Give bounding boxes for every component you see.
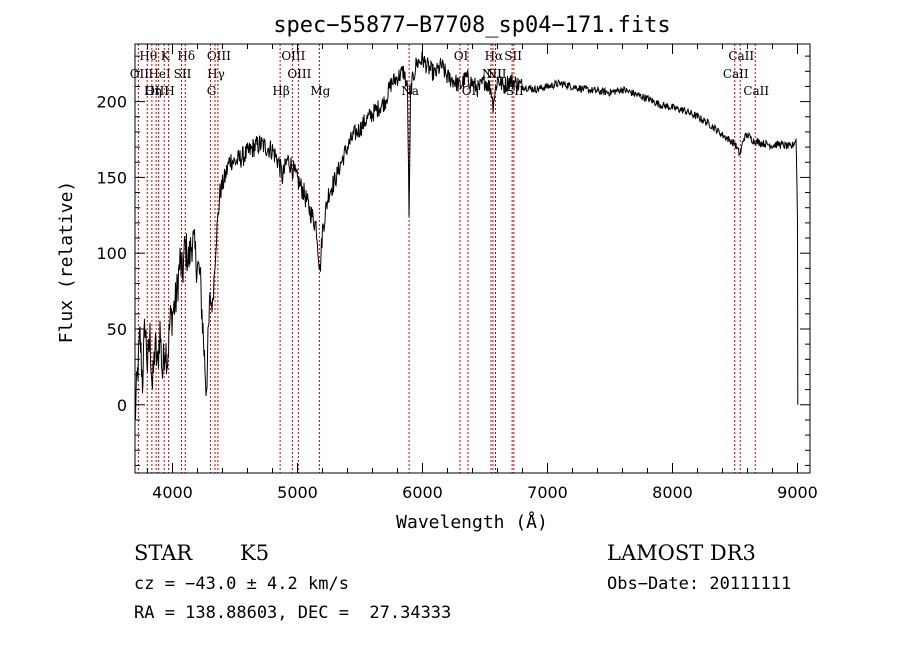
line-marker-label: CaII	[723, 67, 749, 81]
redshift-line: cz = −43.0 ± 4.2 km/s	[134, 574, 349, 594]
coordinates: RA = 138.88603, DEC = 27.34333	[134, 603, 452, 623]
obs-date: Obs−Date: 20111111	[607, 574, 792, 594]
x-tick-label: 6000	[402, 483, 443, 502]
y-tick-label: 50	[107, 320, 127, 339]
line-marker-label: Na	[401, 84, 419, 98]
line-marker-label: OIII	[281, 49, 305, 63]
line-marker-label: H	[164, 84, 174, 98]
y-tick-label: 200	[96, 93, 127, 112]
line-marker-label: OII	[130, 67, 150, 81]
x-tick-label: 9000	[777, 483, 818, 502]
axis-ticks	[135, 44, 810, 473]
line-marker-label: OI	[462, 84, 477, 98]
plot-frame	[134, 43, 811, 474]
line-marker-label: CaII	[743, 84, 769, 98]
spectrum-chart: spec−55877−B7708_sp04−171.fits Hθ K Hδ OIII…	[56, 13, 818, 533]
line-marker-label: SII	[504, 49, 522, 63]
line-marker-label: K	[161, 49, 171, 63]
y-tick-label: 0	[117, 396, 127, 415]
line-marker-label: NII	[487, 67, 507, 81]
y-tick-label: 150	[96, 168, 127, 187]
x-tick-label: 5000	[277, 483, 318, 502]
y-axis-label: Flux (relative)	[56, 181, 77, 344]
axis-tick-labels: 4000 5000 6000 7000 8000 9000 0 50 100 150 200	[96, 93, 817, 502]
x-tick-label: 8000	[652, 483, 693, 502]
line-marker-label: Hθ	[139, 49, 157, 63]
y-tick-label: 100	[96, 244, 127, 263]
object-subclass: K5	[240, 541, 270, 565]
line-marker-label: Hδ	[177, 49, 195, 63]
chart-title: spec−55877−B7708_sp04−171.fits	[273, 13, 670, 38]
line-marker-label: Hβ	[272, 84, 289, 98]
line-marker-label: G	[207, 84, 217, 98]
x-tick-label: 7000	[527, 483, 568, 502]
line-marker-label: SII	[506, 84, 524, 98]
survey-label: LAMOST DR3	[607, 541, 756, 565]
line-marker-label: OIII	[145, 84, 169, 98]
line-marker-label: OI	[454, 49, 469, 63]
line-marker-label: Hη	[144, 84, 162, 98]
object-class: STAR	[134, 541, 193, 565]
line-marker-label: OIII	[207, 49, 231, 63]
line-marker-label: SII	[174, 67, 192, 81]
line-marker-label: Hγ	[207, 67, 225, 81]
line-marker-label: Hα	[485, 49, 504, 63]
line-marker-label: HeI	[148, 67, 171, 81]
line-marker-label: OIII	[287, 67, 311, 81]
x-axis-label: Wavelength (Å)	[396, 511, 548, 533]
line-marker-label: Mg	[310, 84, 330, 98]
x-tick-label: 4000	[152, 483, 193, 502]
line-marker-label: CaII	[728, 49, 754, 63]
flux-series-line	[134, 51, 799, 420]
